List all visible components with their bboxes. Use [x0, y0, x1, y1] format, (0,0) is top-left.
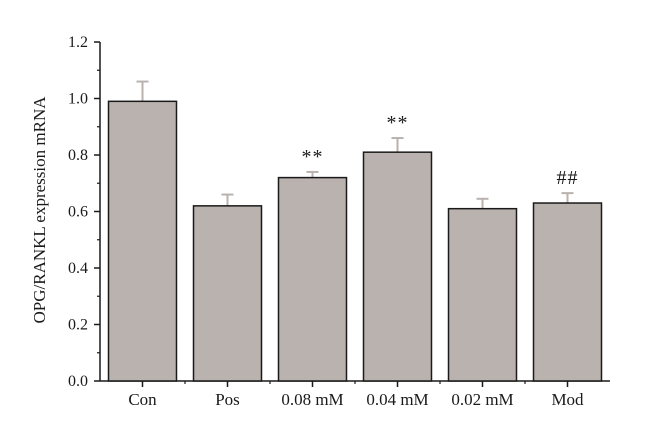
x-tick-label: Pos	[215, 390, 240, 409]
y-tick-label: 0.6	[68, 204, 88, 221]
y-axis-label: OPG/RANKL expression mRNA	[30, 96, 49, 324]
x-tick-label: 0.08 mM	[281, 390, 343, 409]
bar-con	[107, 100, 178, 382]
significance-label: ##	[557, 167, 579, 189]
x-tick-label: 0.04 mM	[366, 390, 428, 409]
y-tick-label: 0.2	[68, 317, 88, 334]
axes: 0.0 0.2 0.4 0.6 0.8 1.0 1.2 Con Pos 0.08 mM 0.04 m…	[68, 34, 610, 409]
bar-pos	[192, 205, 263, 382]
y-tick-label: 0.4	[68, 260, 88, 277]
bars: ** ** ##	[107, 80, 603, 382]
bar-0-02-mm	[447, 207, 518, 382]
x-tick-label: Mod	[551, 390, 584, 409]
y-tick-label: 1.0	[68, 91, 88, 108]
significance-label: **	[387, 112, 409, 134]
bar-mod	[532, 202, 603, 382]
x-tick-label: 0.02 mM	[451, 390, 513, 409]
bar-0-04-mm	[362, 151, 433, 382]
significance-label: **	[302, 146, 324, 168]
bar-0-08-mm	[277, 176, 348, 382]
y-tick-label: 1.2	[68, 34, 88, 51]
y-tick-label: 0.8	[68, 147, 88, 164]
y-tick-label: 0.0	[68, 373, 88, 390]
x-tick-label: Con	[128, 390, 157, 409]
